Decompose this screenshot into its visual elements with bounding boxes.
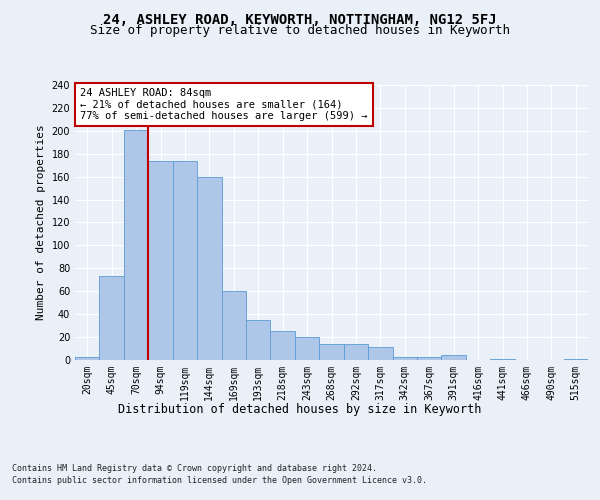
Bar — [124, 130, 148, 360]
Bar — [246, 320, 271, 360]
Bar — [197, 176, 221, 360]
Bar — [368, 348, 392, 360]
Bar — [490, 359, 515, 360]
Bar — [100, 276, 124, 360]
Bar — [173, 160, 197, 360]
Bar — [148, 160, 173, 360]
Text: 24 ASHLEY ROAD: 84sqm
← 21% of detached houses are smaller (164)
77% of semi-det: 24 ASHLEY ROAD: 84sqm ← 21% of detached … — [80, 88, 368, 121]
Text: Size of property relative to detached houses in Keyworth: Size of property relative to detached ho… — [90, 24, 510, 37]
Bar — [319, 344, 344, 360]
Text: Contains public sector information licensed under the Open Government Licence v3: Contains public sector information licen… — [12, 476, 427, 485]
Bar — [442, 356, 466, 360]
Text: Distribution of detached houses by size in Keyworth: Distribution of detached houses by size … — [118, 402, 482, 415]
Text: Contains HM Land Registry data © Crown copyright and database right 2024.: Contains HM Land Registry data © Crown c… — [12, 464, 377, 473]
Bar — [221, 291, 246, 360]
Bar — [417, 356, 442, 360]
Bar — [295, 337, 319, 360]
Y-axis label: Number of detached properties: Number of detached properties — [36, 124, 46, 320]
Bar — [75, 356, 100, 360]
Bar — [344, 344, 368, 360]
Text: 24, ASHLEY ROAD, KEYWORTH, NOTTINGHAM, NG12 5FJ: 24, ASHLEY ROAD, KEYWORTH, NOTTINGHAM, N… — [103, 12, 497, 26]
Bar — [271, 332, 295, 360]
Bar — [563, 359, 588, 360]
Bar — [392, 356, 417, 360]
